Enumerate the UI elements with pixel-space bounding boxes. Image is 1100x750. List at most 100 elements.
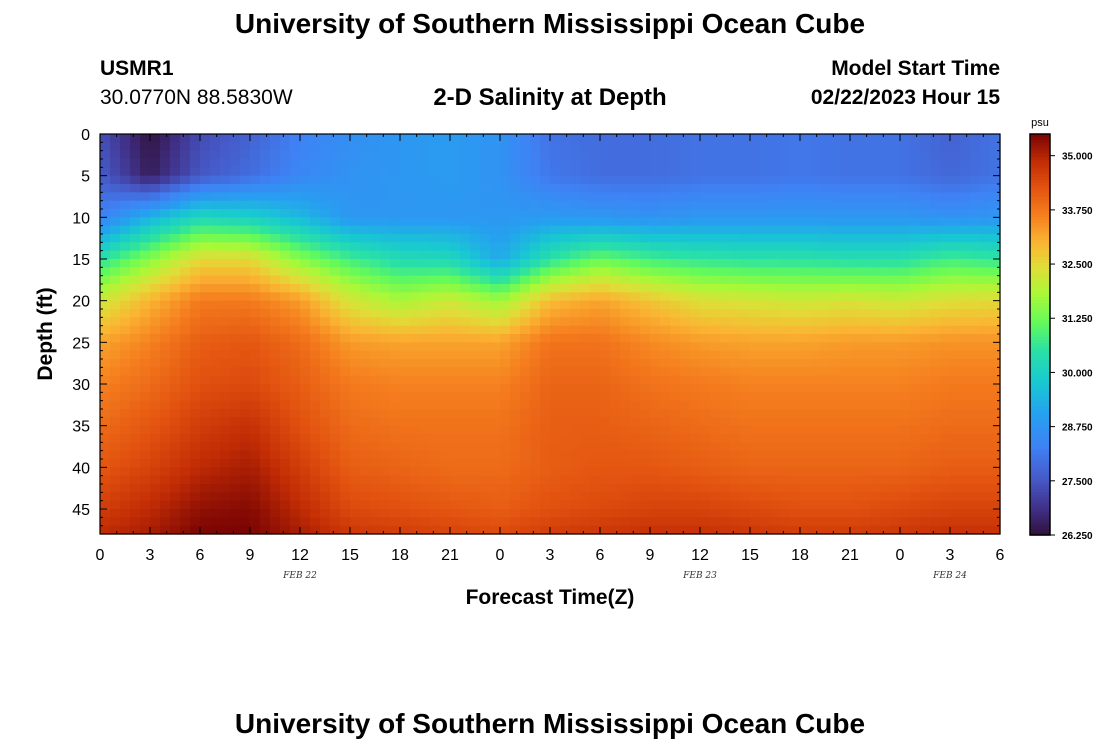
heat-cell	[690, 342, 701, 352]
heat-cell	[360, 250, 371, 260]
heat-cell	[360, 175, 371, 185]
heat-cell	[140, 425, 151, 435]
heat-cell	[790, 367, 801, 377]
heat-cell	[510, 250, 521, 260]
heat-cell	[430, 375, 441, 385]
heat-cell	[590, 417, 601, 427]
heat-cell	[920, 509, 931, 518]
heat-cell	[840, 267, 851, 277]
heat-cell	[600, 367, 611, 377]
heat-cell	[720, 142, 731, 152]
heat-cell	[300, 509, 311, 518]
heat-cell	[630, 267, 641, 277]
heat-cell	[750, 484, 761, 493]
heat-cell	[150, 509, 161, 518]
heat-cell	[470, 259, 481, 268]
heat-cell	[540, 142, 551, 152]
heat-cell	[830, 142, 841, 152]
heat-cell	[240, 250, 251, 260]
heat-cell	[840, 375, 851, 385]
heat-cell	[860, 334, 871, 343]
heat-cell	[680, 467, 691, 477]
heat-cell	[690, 175, 701, 185]
heat-cell	[210, 509, 221, 518]
heat-cell	[540, 409, 551, 418]
heat-cell	[690, 367, 701, 377]
heat-cell	[720, 250, 731, 260]
heat-cell	[760, 250, 771, 260]
heat-cell	[460, 284, 471, 293]
heat-cell	[770, 259, 781, 268]
heat-cell	[700, 292, 711, 302]
heat-cell	[500, 517, 511, 527]
heat-cell	[930, 334, 941, 343]
heat-cell	[740, 425, 751, 435]
heat-cell	[510, 325, 521, 335]
heat-cell	[740, 150, 751, 160]
heat-cell	[590, 442, 601, 452]
heat-cell	[710, 517, 721, 527]
heat-cell	[550, 467, 561, 477]
heat-cell	[420, 192, 431, 202]
heat-cell	[400, 142, 411, 152]
heat-cell	[950, 434, 961, 443]
y-tick-label: 45	[72, 502, 90, 519]
heat-cell	[260, 525, 271, 535]
heat-cell	[120, 334, 131, 343]
heat-cell	[390, 217, 401, 227]
heat-cell	[430, 300, 441, 310]
heat-cell	[520, 284, 531, 293]
heat-cell	[410, 484, 421, 493]
heat-cell	[890, 492, 901, 502]
heat-cell	[590, 242, 601, 252]
heat-cell	[620, 434, 631, 443]
heat-cell	[400, 500, 411, 510]
heat-cell	[810, 225, 821, 235]
heat-cell	[480, 350, 491, 360]
heat-cell	[370, 134, 381, 143]
heat-cell	[620, 200, 631, 210]
heat-cell	[530, 134, 541, 143]
heat-cell	[530, 334, 541, 343]
heat-cell	[270, 184, 281, 193]
heat-cell	[210, 317, 221, 327]
heat-cell	[570, 225, 581, 235]
heat-cell	[140, 292, 151, 302]
heat-cell	[420, 217, 431, 227]
heat-cell	[860, 150, 871, 160]
heat-cell	[770, 392, 781, 402]
x-tick-label: 15	[741, 547, 759, 564]
colorbar-segment	[1030, 148, 1050, 152]
heat-cell	[810, 450, 821, 460]
heat-cell	[140, 517, 151, 527]
heat-cell	[500, 250, 511, 260]
heat-cell	[900, 509, 911, 518]
heat-cell	[620, 525, 631, 535]
heat-cell	[940, 217, 951, 227]
heat-cell	[760, 375, 771, 385]
heat-cell	[480, 250, 491, 260]
heat-cell	[360, 425, 371, 435]
heat-cell	[900, 500, 911, 510]
heat-cell	[720, 425, 731, 435]
heat-cell	[830, 475, 841, 485]
heat-cell	[870, 350, 881, 360]
heat-cell	[910, 500, 921, 510]
heat-cell	[850, 492, 861, 502]
heat-cell	[350, 284, 361, 293]
heat-cell	[450, 400, 461, 410]
heat-cell	[880, 467, 891, 477]
heat-cell	[360, 234, 371, 243]
heat-cell	[340, 200, 351, 210]
heat-cell	[370, 292, 381, 302]
heat-cell	[110, 175, 121, 185]
heat-cell	[620, 442, 631, 452]
heat-cell	[150, 309, 161, 318]
heat-cell	[560, 409, 571, 418]
heat-cell	[770, 209, 781, 218]
heat-cell	[650, 225, 661, 235]
heat-cell	[270, 300, 281, 310]
heat-cell	[530, 209, 541, 218]
heat-cell	[730, 400, 741, 410]
heat-cell	[560, 309, 571, 318]
